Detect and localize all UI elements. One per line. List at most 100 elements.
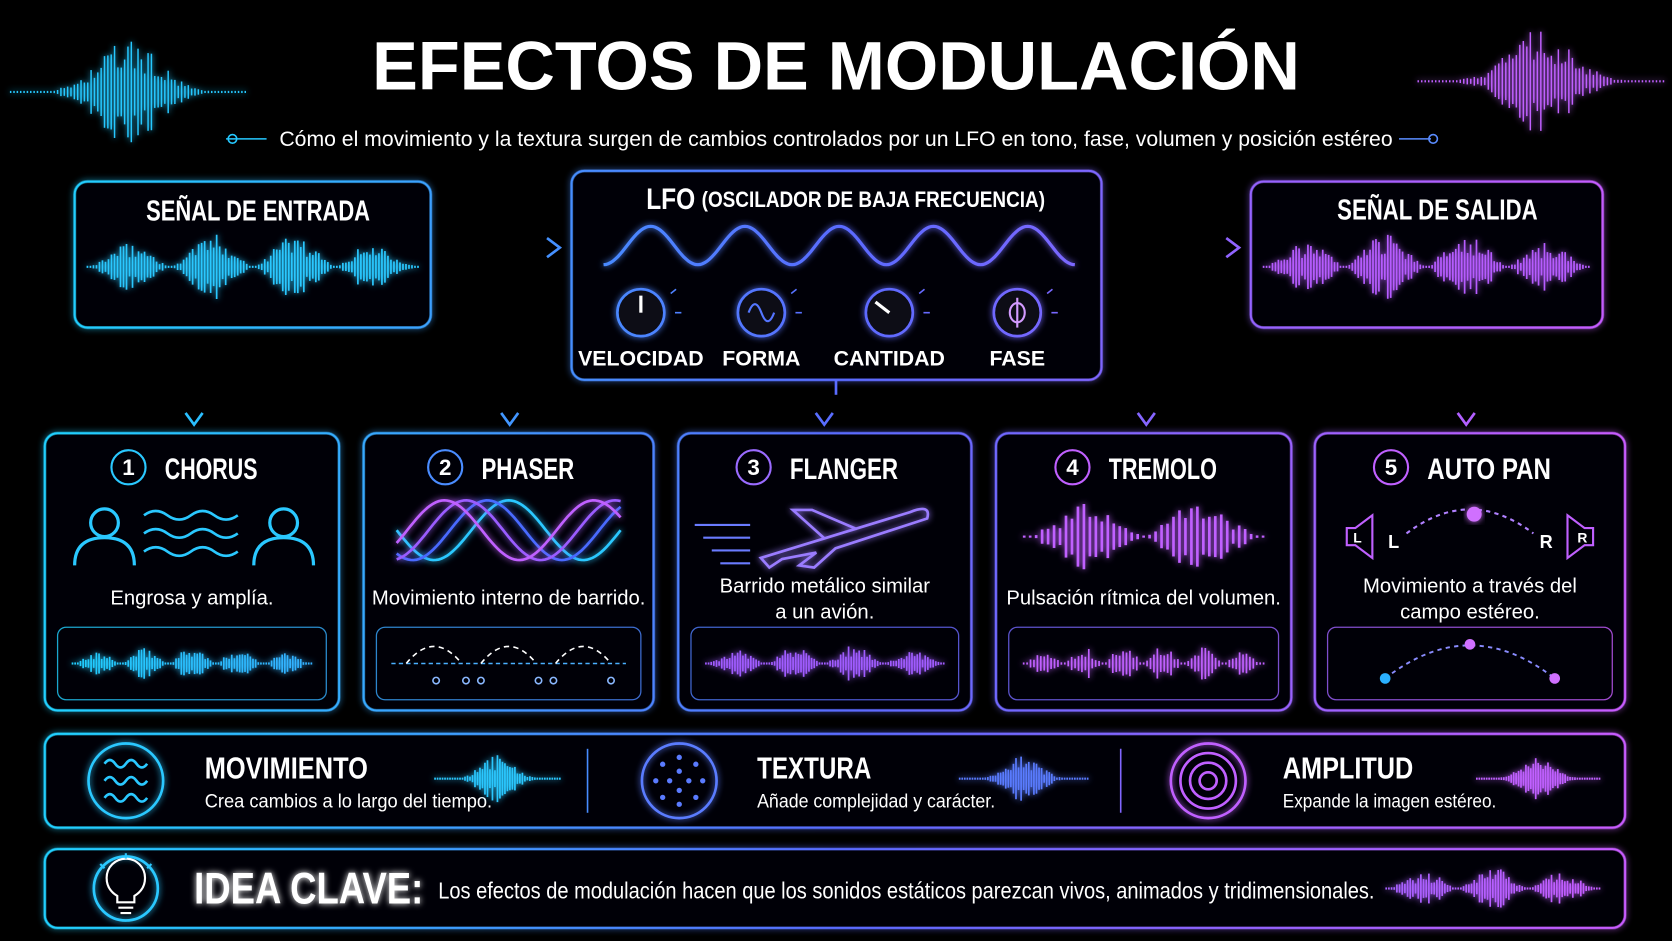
phaser-curve	[395, 499, 622, 562]
icon-ring	[1179, 751, 1238, 810]
effect-name: FLANGER	[790, 453, 898, 486]
summary-wave	[1476, 758, 1601, 800]
effect-number: 3	[747, 455, 759, 480]
channel-label: R	[1540, 532, 1553, 552]
tremolo-icon	[1022, 503, 1265, 570]
preview-arc	[480, 645, 537, 665]
control-label: FORMA	[722, 347, 800, 371]
output-box	[1249, 180, 1604, 329]
preview-dot	[534, 676, 543, 685]
branch-arrow-head	[814, 412, 834, 427]
channel-label: L	[1388, 532, 1399, 552]
arrow-head	[1225, 236, 1242, 259]
effect-box	[994, 432, 1293, 712]
effect-description: campo estéreo.	[1400, 601, 1540, 623]
knob-needle	[874, 300, 891, 314]
preview-arc	[554, 645, 612, 665]
summary-icon	[87, 742, 165, 820]
arrow-head	[546, 236, 563, 259]
icon-ring	[1188, 761, 1228, 801]
icon-wave	[103, 758, 149, 769]
effect-preview	[1008, 626, 1280, 701]
pan-dot	[1466, 506, 1482, 522]
bulb-rays	[99, 853, 153, 869]
effect-number-ring	[1054, 449, 1091, 486]
effect-name: PHASER	[481, 453, 574, 486]
preview-wave	[705, 646, 945, 681]
channel-label: R	[1577, 530, 1587, 546]
effect-description: a un avión.	[775, 601, 874, 623]
preview-dot	[461, 676, 470, 685]
branch-arrow-head	[1136, 412, 1156, 427]
effect-description: Engrosa y amplía.	[110, 587, 273, 609]
input-wave	[86, 234, 419, 299]
effect-number-ring	[1372, 449, 1410, 486]
icon-dot	[693, 794, 699, 801]
effect-description: Pulsación rítmica del volumen.	[1006, 587, 1281, 609]
effect-number: 5	[1385, 455, 1397, 480]
icon-dot	[686, 778, 692, 784]
control-label: FASE	[989, 347, 1045, 371]
icon-dot	[700, 778, 706, 784]
summary-title: TEXTURA	[757, 751, 871, 786]
icon-dot	[659, 761, 666, 767]
summary-title: MOVIMIENTO	[205, 751, 368, 786]
icon-ring	[1198, 770, 1219, 791]
preview-dot	[607, 676, 616, 685]
summary-icon	[1169, 742, 1247, 820]
chorus-wave	[143, 509, 239, 521]
effect-preview	[690, 626, 960, 701]
preview-dot	[476, 676, 485, 685]
icon-dot	[653, 778, 659, 784]
knob-sine	[747, 303, 776, 323]
icon-dot	[659, 794, 666, 801]
effect-box	[362, 432, 655, 712]
effect-number-ring	[735, 449, 772, 486]
lfo-subtitle: (OSCILADOR DE BAJA FRECUENCIA)	[702, 187, 1045, 212]
preview-wave	[71, 648, 313, 679]
key-idea-label: IDEA CLAVE:	[194, 864, 423, 914]
icon-dot	[676, 801, 682, 807]
lfo-title: LFO	[646, 183, 695, 216]
chorus-wave	[143, 545, 239, 558]
bulb	[105, 857, 147, 915]
effect-number: 4	[1066, 455, 1079, 480]
summary-wave	[434, 755, 561, 803]
lfo-wave	[603, 224, 1076, 267]
title: EFECTOS DE MODULACIÓN	[372, 28, 1300, 104]
icon-dot	[676, 754, 682, 761]
output-wave	[1262, 234, 1590, 299]
input-box	[73, 180, 432, 329]
preview-dot	[549, 676, 558, 685]
corner-wave-right	[1417, 31, 1665, 131]
output-title: SEÑAL DE SALIDA	[1337, 192, 1538, 226]
summary-icon	[640, 742, 718, 820]
channel-label: L	[1353, 530, 1362, 546]
effect-box	[1313, 432, 1627, 712]
effect-description: Movimiento a través del	[1363, 576, 1577, 598]
preview-dot	[432, 676, 441, 685]
jet	[758, 507, 930, 570]
control-label: VELOCIDAD	[578, 347, 704, 371]
subtitle-dot	[1428, 133, 1439, 144]
subtitle-dot	[227, 133, 238, 144]
icon-wave	[103, 792, 149, 803]
summary-wave	[958, 756, 1089, 801]
preview-wave	[1022, 647, 1265, 680]
preview-dot	[1379, 673, 1391, 684]
summary-box	[43, 732, 1627, 829]
effect-box	[677, 432, 973, 712]
effect-name: TREMOLO	[1109, 453, 1217, 486]
subtitle: Cómo el movimiento y la textura surgen d…	[279, 127, 1392, 151]
icon-dot	[676, 787, 682, 794]
icon-dot	[666, 778, 673, 784]
summary-description: Expande la imagen estéreo.	[1283, 792, 1496, 813]
branch-arrow-head	[184, 412, 204, 427]
summary-description: Crea cambios a lo largo del tiempo.	[205, 792, 492, 813]
chorus-wave	[143, 527, 239, 540]
icon-dot	[693, 761, 699, 767]
knob-tick	[1046, 288, 1058, 314]
effect-preview	[56, 626, 327, 701]
